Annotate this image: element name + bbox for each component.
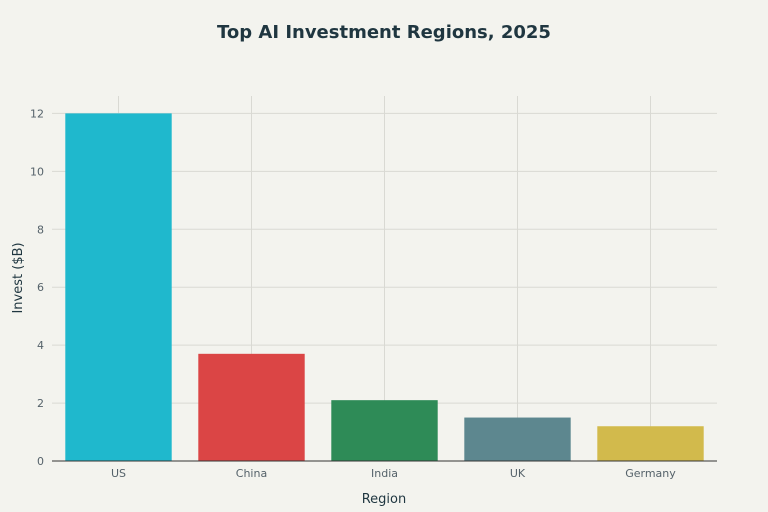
y-tick-label: 0 (37, 455, 44, 468)
y-axis-title: Invest ($B) (11, 242, 26, 313)
chart-title: Top AI Investment Regions, 2025 (217, 22, 551, 43)
y-tick-label: 4 (37, 339, 44, 352)
bar-uk (464, 417, 571, 461)
y-tick-label: 10 (30, 165, 44, 178)
x-tick-label: UK (510, 467, 526, 480)
x-tick-label: Germany (625, 467, 676, 480)
x-tick-label: India (371, 467, 398, 480)
y-tick-label: 2 (37, 397, 44, 410)
x-axis-title: Region (362, 492, 407, 507)
bar-germany (597, 426, 704, 461)
bar-us (65, 113, 172, 461)
tick-labels: 0 2 4 6 8 10 12 US China India UK Germany (30, 107, 676, 480)
bar-china (198, 353, 305, 461)
bar-india (331, 400, 438, 461)
x-tick-label: China (236, 467, 267, 480)
y-tick-label: 6 (37, 281, 44, 294)
y-tick-label: 8 (37, 223, 44, 236)
y-tick-label: 12 (30, 107, 44, 120)
x-tick-label: US (111, 467, 126, 480)
bars (65, 113, 704, 461)
